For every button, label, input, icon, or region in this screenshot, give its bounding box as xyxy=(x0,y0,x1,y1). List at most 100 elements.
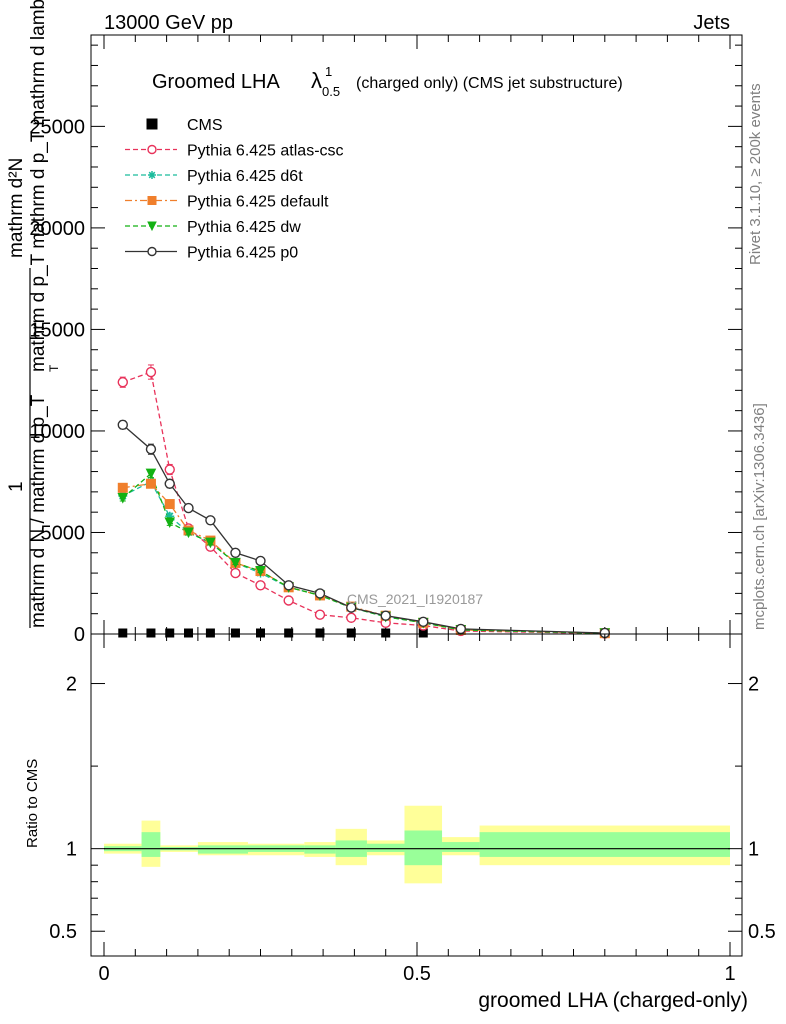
legend-label-default: Pythia 6.425 default xyxy=(187,194,329,211)
title-main: Groomed LHA xyxy=(152,71,280,93)
main-axis-ticks: 0 5000 10000 15000 20000 25000 xyxy=(29,35,742,646)
ratio-ytick-label-right: 0.5 xyxy=(748,921,776,943)
data-point-p0 xyxy=(255,555,266,567)
main-ytick-label: 0 xyxy=(74,624,85,646)
data-point-dw xyxy=(164,517,176,528)
data-point-cms xyxy=(118,628,128,638)
mcplots-label: mcplots.cern.ch [arXiv:1306.3436] xyxy=(751,403,768,630)
ratio-band-inner xyxy=(197,845,248,854)
legend-entry-cms: CMS xyxy=(146,117,223,134)
data-point-cms xyxy=(205,628,215,638)
legend-label-atlas_csc: Pythia 6.425 atlas-csc xyxy=(187,143,344,160)
plot-title: Groomed LHA λ 1 0.5 (charged only) (CMS … xyxy=(152,64,623,99)
data-point-atlas_csc xyxy=(145,366,157,378)
title-symbol: λ xyxy=(311,68,322,93)
data-point-atlas_csc xyxy=(230,567,241,579)
data-point-cms xyxy=(315,628,325,638)
data-point-p0 xyxy=(183,502,194,514)
legend: CMS Pythia 6.425 atlas-csc Pythia 6.425 d6… xyxy=(125,117,344,262)
main-ytick-label: 20000 xyxy=(29,218,85,240)
data-point-default xyxy=(145,478,156,489)
ratio-axis-ticks: 0.5 0.5 1 1 2 2 0 0.5 1 xyxy=(49,634,776,985)
data-point-cms xyxy=(184,628,194,638)
legend-entry-d6t: Pythia 6.425 d6t xyxy=(125,168,303,185)
data-point-p0 xyxy=(230,547,241,558)
legend-label-p0: Pythia 6.425 p0 xyxy=(187,245,298,262)
data-point-atlas_csc xyxy=(164,464,175,475)
data-point-p0 xyxy=(418,616,429,628)
main-series-group xyxy=(117,364,611,639)
ratio-ytick-label-right: 1 xyxy=(748,839,759,861)
title-sub: 0.5 xyxy=(322,84,340,99)
data-point-p0 xyxy=(283,580,294,591)
data-point-cms xyxy=(284,628,294,638)
ratio-frame xyxy=(90,633,743,957)
main-panel: 0 5000 10000 15000 20000 25000 CMS_2021_I1920… xyxy=(29,34,743,646)
ratio-band-inner xyxy=(141,832,161,857)
legend-entry-default: Pythia 6.425 default xyxy=(125,194,329,211)
ratio-band-inner xyxy=(479,832,730,857)
xtick-label: 0.5 xyxy=(403,963,431,985)
title-sup: 1 xyxy=(325,64,332,79)
legend-entry-dw: Pythia 6.425 dw xyxy=(125,219,301,236)
legend-label-dw: Pythia 6.425 dw xyxy=(187,219,301,236)
ratio-ytick-label: 2 xyxy=(66,674,77,696)
data-point-p0 xyxy=(164,478,175,489)
legend-marker-p0 xyxy=(147,246,157,257)
data-point-p0 xyxy=(145,444,157,455)
data-point-cms xyxy=(230,628,240,638)
ratio-band-inner xyxy=(442,842,480,852)
ylabel-top: mathrm d²N xyxy=(6,158,27,258)
main-ytick-label: 5000 xyxy=(41,522,86,544)
data-point-p0 xyxy=(455,623,467,635)
ratio-ytick-label: 0.5 xyxy=(49,921,77,943)
data-point-cms xyxy=(146,628,156,638)
legend-marker-atlas_csc xyxy=(147,144,157,155)
ratio-ylabel: Ratio to CMS xyxy=(24,759,41,848)
legend-label-d6t: Pythia 6.425 d6t xyxy=(187,168,303,185)
data-point-dw xyxy=(205,537,216,549)
data-point-cms xyxy=(165,628,175,638)
ratio-ytick-label: 1 xyxy=(66,839,77,861)
ratio-band-inner xyxy=(366,843,405,852)
data-point-atlas_csc xyxy=(283,595,294,606)
ratio-ytick-label-right: 2 xyxy=(748,674,759,696)
xtick-label: 0 xyxy=(98,963,109,985)
x-axis-label: groomed LHA (charged-only) xyxy=(478,989,748,1012)
ylabel-bottom: mathrm d N / mathrm d p_T xyxy=(28,394,49,628)
legend-entry-atlas_csc: Pythia 6.425 atlas-csc xyxy=(125,143,344,160)
data-point-atlas_csc xyxy=(346,612,357,623)
ratio-panel: 0.5 0.5 1 1 2 2 0 0.5 1 xyxy=(49,633,776,985)
title-rest: (charged only) (CMS jet substructure) xyxy=(356,75,623,92)
data-point-p0 xyxy=(346,602,357,613)
watermark: CMS_2021_I1920187 xyxy=(347,591,483,607)
legend-entry-p0: Pythia 6.425 p0 xyxy=(125,245,298,262)
ylabel-top2: mathrm d p_T mathrm d p_T mathrm d lambd… xyxy=(28,0,49,372)
main-ytick-label: 15000 xyxy=(29,319,85,341)
main-ylabel: mathrm d²N mathrm d p_T mathrm d p_T mat… xyxy=(6,0,61,628)
header-left: 13000 GeV pp xyxy=(104,12,233,34)
data-point-p0 xyxy=(205,515,216,526)
series-line-dw xyxy=(122,472,605,634)
main-ytick-label: 25000 xyxy=(29,116,85,138)
rivet-label: Rivet 3.1.10, ≥ 200k events xyxy=(747,83,764,265)
data-point-cms xyxy=(346,628,356,638)
ratio-band-inner xyxy=(304,845,336,854)
data-point-atlas_csc xyxy=(314,609,326,620)
data-point-atlas_csc xyxy=(117,377,128,388)
main-ytick-label: 10000 xyxy=(29,421,85,443)
ylabel-one: 1 xyxy=(6,481,27,492)
data-point-default xyxy=(117,482,128,493)
data-point-atlas_csc xyxy=(255,580,266,591)
data-point-dw xyxy=(255,566,266,577)
ratio-band-inner xyxy=(404,830,443,866)
data-point-p0 xyxy=(314,588,326,599)
ylabel-sub: T xyxy=(47,364,61,372)
series-line-atlas_csc xyxy=(122,371,605,635)
legend-marker-default xyxy=(147,196,157,205)
data-point-dw xyxy=(117,492,129,504)
data-point-dw xyxy=(230,557,241,569)
legend-marker-cms xyxy=(146,118,158,130)
data-point-dw xyxy=(183,527,194,539)
